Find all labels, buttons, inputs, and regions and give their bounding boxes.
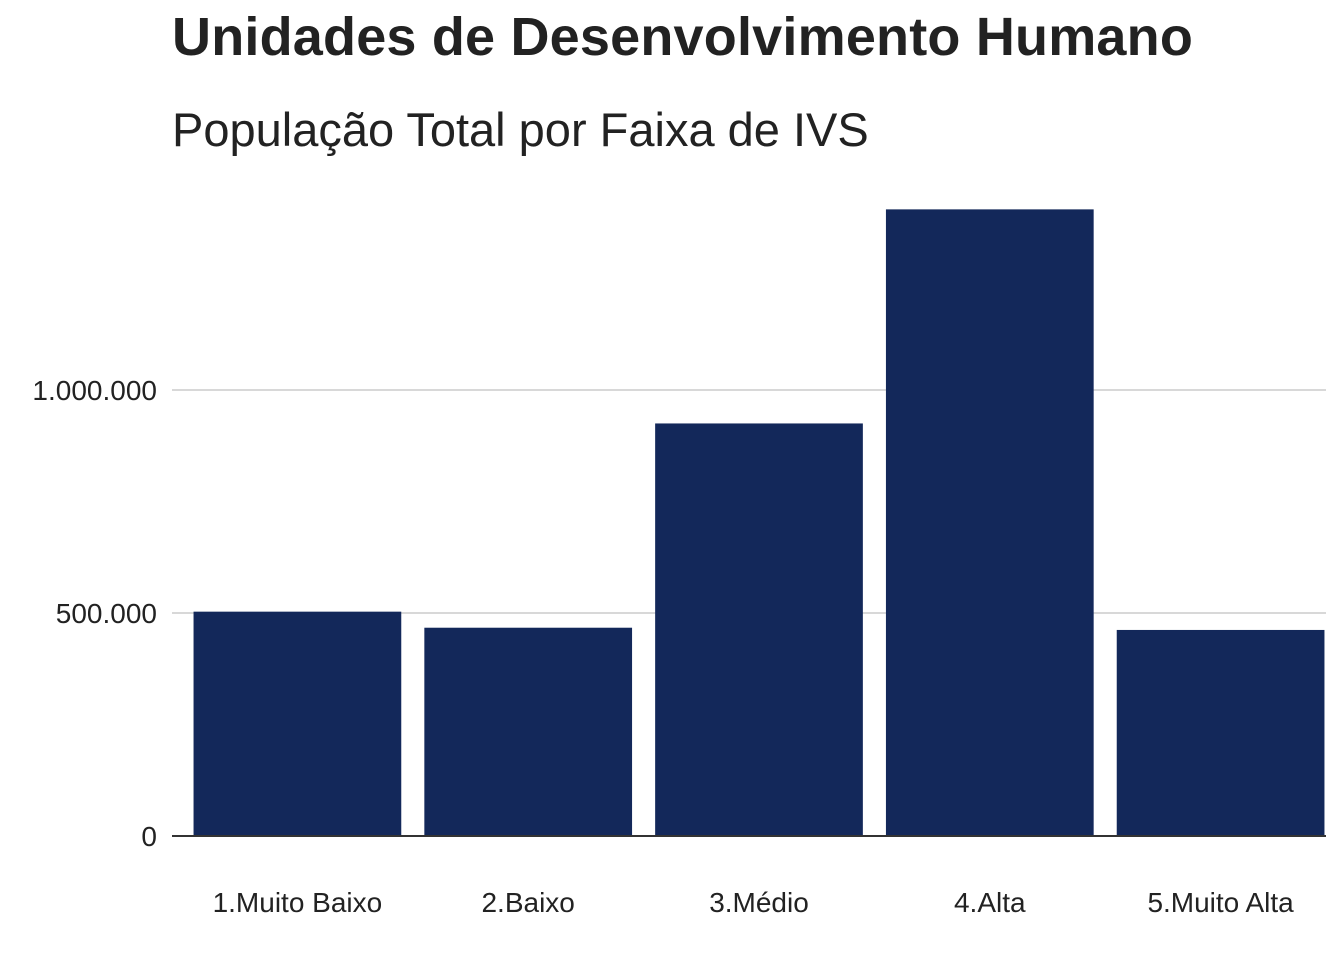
bar xyxy=(1116,629,1325,836)
bar xyxy=(424,627,633,836)
x-tick-label: 3.Médio xyxy=(709,887,809,918)
bar xyxy=(655,423,863,836)
chart-title: Unidades de Desenvolvimento Humano xyxy=(172,7,1194,67)
bar xyxy=(193,611,402,836)
x-tick-label: 2.Baixo xyxy=(481,887,574,918)
y-tick-label: 1.000.000 xyxy=(32,375,157,406)
x-tick-label: 5.Muito Alta xyxy=(1147,887,1294,918)
y-tick-label: 0 xyxy=(141,821,157,852)
y-tick-label: 500.000 xyxy=(56,598,157,629)
chart-subtitle: População Total por Faixa de IVS xyxy=(172,103,869,156)
x-tick-label: 4.Alta xyxy=(954,887,1026,918)
x-tick-label: 1.Muito Baixo xyxy=(213,887,383,918)
bar xyxy=(885,209,1094,836)
